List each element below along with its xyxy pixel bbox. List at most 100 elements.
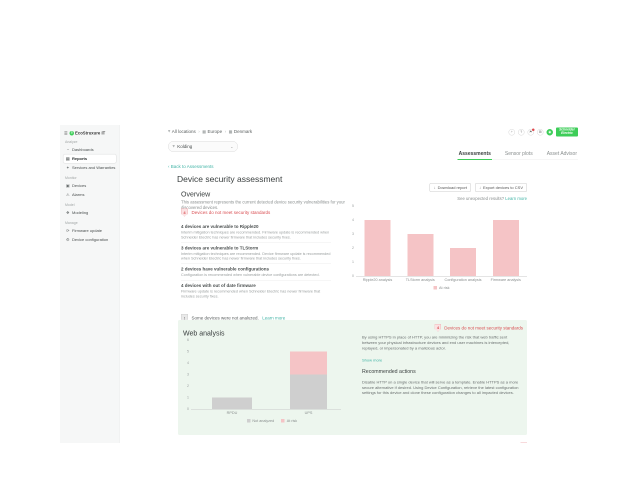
y-axis-tick: 6	[187, 338, 189, 343]
user-avatar[interactable]: ◉	[546, 128, 553, 136]
x-axis-label: Configuration analysis	[444, 277, 482, 283]
y-axis-tick: 1	[352, 260, 354, 265]
overview-chart-legend: At risk	[356, 285, 527, 291]
tab-asset-advisor[interactable]: Asset Advisor	[546, 151, 577, 157]
y-axis-tick: 5	[352, 204, 354, 209]
notifications-icon[interactable]: ⚑	[527, 128, 535, 136]
y-axis-tick: 0	[352, 274, 354, 279]
location-icon: ⌖	[168, 129, 171, 134]
x-axis-label: UPS	[304, 410, 313, 416]
unexpected-results-learn-more-link[interactable]: Learn more	[505, 196, 527, 201]
snmp-analysis-heading: SNMP analysis	[181, 442, 228, 443]
export-devices-csv-button[interactable]: ↓ Export devices to CSV	[474, 183, 527, 192]
bar-configuration-analysis-at-risk	[450, 248, 476, 276]
sidebar: ≡ S EcoStruxure IT Analyze ◔ Dashboards ▤ Re…	[60, 125, 120, 443]
overview-risk-badge-row: 4 Devices do not meet security standards	[181, 208, 270, 217]
y-axis-tick: 2	[187, 384, 189, 389]
search-icon[interactable]: ⌕	[508, 128, 515, 136]
sidebar-item-label: Services and Warranties	[72, 165, 116, 171]
download-icon: ↓	[433, 185, 436, 190]
app-viewport: ≡ S EcoStruxure IT Analyze ◔ Dashboards ▤ Re…	[60, 125, 580, 443]
ecostruxure-logo: S EcoStruxure IT	[69, 131, 105, 136]
finding-item: 4 devices are vulnerable to Ripple20 Inte…	[181, 222, 331, 243]
sidebar-item-reports[interactable]: ▤ Reports	[63, 154, 116, 163]
finding-item: 3 devices are vulnerable to TLStorm Inter…	[181, 243, 331, 264]
help-icon[interactable]: ?	[518, 128, 525, 136]
ecostruxure-it-app: ≡ S EcoStruxure IT Analyze ◔ Dashboards ▤ Re…	[60, 125, 580, 443]
x-axis-label: RPDU	[226, 410, 238, 416]
y-axis-tick: 0	[187, 407, 189, 412]
breadcrumb-label: Denmark	[233, 129, 253, 134]
legend-label: Not analyzed	[252, 418, 275, 424]
breadcrumb-item-all-locations[interactable]: ⌖ All locations	[168, 129, 196, 134]
export-devices-label: Export devices to CSV	[482, 185, 523, 190]
bar-ups-not-analyzed	[290, 374, 327, 409]
legend-label: At risk	[439, 285, 450, 291]
finding-description: Configuration is recommended when vulner…	[181, 272, 320, 278]
site-icon: ▦	[228, 129, 233, 134]
sidebar-section-label: Analyze	[65, 140, 78, 145]
y-axis-tick: 4	[352, 218, 354, 223]
tab-assessments[interactable]: Assessments	[457, 151, 492, 160]
sidebar-item-firmware-update[interactable]: ⟳ Firmware update	[64, 227, 117, 236]
recommended-actions-heading: Recommended actions	[362, 368, 416, 375]
overview-description: This assessment represents the current d…	[181, 199, 345, 210]
finding-title: 3 devices are vulnerable to TLStorm	[181, 245, 259, 251]
devices-icon: ▣	[65, 183, 70, 189]
back-to-assessments-link[interactable]: ‹ Back to Assessments	[168, 164, 214, 169]
finding-description: Firmware update is recommended when Schn…	[181, 288, 321, 299]
web-chart-legend: Not analyzed At risk	[191, 418, 353, 424]
tab-sensor-plots[interactable]: Sensor plots	[504, 151, 533, 157]
risk-shield-icon: 4	[181, 208, 188, 217]
x-axis-label: TLStorm analysis	[405, 277, 435, 283]
finding-title: 2 devices have vulnerable configurations	[181, 266, 270, 272]
menu-icon[interactable]: ≡	[64, 129, 68, 137]
breadcrumb: ⌖ All locations › ▦ Europe › ▦ Denmark	[168, 129, 252, 134]
notification-badge	[532, 128, 535, 131]
apps-icon[interactable]: ⊞	[537, 128, 544, 136]
overview-chart-plot: 0 1 2 3 4 5 Ripple20 analysis TLStorm analysis C…	[352, 205, 527, 282]
web-risk-badge-row: 4 Devices do not meet security standards	[362, 324, 523, 332]
finding-title: 4 devices are vulnerable to Ripple20	[181, 224, 259, 229]
risk-shield-icon: 4	[434, 324, 442, 332]
legend-item-at-risk: At risk	[281, 419, 297, 423]
location-filter-value: Kolding	[177, 144, 193, 149]
legend-item-not-analyzed: Not analyzed	[246, 418, 275, 424]
sidebar-nav: Analyze ◔ Dashboards ▤ Reports ✦ Services and …	[63, 140, 117, 245]
modeling-icon: ❖	[65, 210, 70, 216]
finding-description: Interim mitigation techniques are recomm…	[181, 251, 331, 261]
firmware-update-icon: ⟳	[66, 228, 70, 234]
legend-swatch	[433, 286, 438, 290]
download-report-label: Download report	[437, 185, 467, 190]
sidebar-item-alarms[interactable]: ⚠ Alarms	[64, 191, 117, 200]
breadcrumb-item-europe[interactable]: ▦ Europe	[202, 129, 222, 134]
legend-item-at-risk: At risk	[433, 285, 450, 291]
show-more-link[interactable]: Show more	[362, 358, 383, 363]
unexpected-results-text: See unexpected results?	[457, 196, 505, 201]
sidebar-item-label: Alarms	[72, 192, 85, 198]
y-axis-tick: 2	[352, 246, 354, 251]
services-warranties-icon: ✦	[66, 165, 70, 171]
overview-risk-chart: 0 1 2 3 4 5 Ripple20 analysis TLStorm analysis C…	[348, 205, 527, 291]
overview-heading: Overview	[181, 189, 211, 198]
overview-actions: ↓ Download report ↓ Export devices to CS…	[429, 183, 527, 192]
sidebar-item-device-configuration[interactable]: ⚙ Device configuration	[64, 236, 117, 245]
sidebar-item-modeling[interactable]: ❖ Modeling	[64, 209, 117, 218]
legend-swatch	[281, 419, 285, 423]
bar-ups-at-risk	[290, 351, 327, 375]
web-analysis-chart: 0 1 2 3 4 5 6 RPDU UPS Not analyzed At risk	[183, 338, 353, 424]
not-analyzed-learn-more-link[interactable]: Learn more	[262, 315, 286, 321]
location-filter-dropdown[interactable]: ⌖ Kolding ⌄	[168, 141, 238, 152]
finding-description: Interim mitigation techniques are recomm…	[181, 230, 330, 240]
sidebar-item-devices[interactable]: ▣ Devices	[64, 182, 117, 191]
web-analysis-heading: Web analysis	[183, 328, 225, 337]
sidebar-item-services-and-warranties[interactable]: ✦ Services and Warranties	[64, 164, 117, 173]
y-axis-tick: 3	[187, 373, 189, 377]
download-report-button[interactable]: ↓ Download report	[429, 183, 471, 192]
schneider-electric-logo: Schneider Electric	[556, 127, 578, 137]
risk-badge-label: Devices do not meet security standards	[444, 325, 523, 331]
breadcrumb-item-denmark[interactable]: ▦ Denmark	[229, 129, 253, 134]
logo-row: ≡ S EcoStruxure IT	[64, 130, 116, 136]
sidebar-item-dashboards[interactable]: ◔ Dashboards	[64, 146, 117, 155]
sidebar-item-label: Modeling	[72, 210, 89, 216]
